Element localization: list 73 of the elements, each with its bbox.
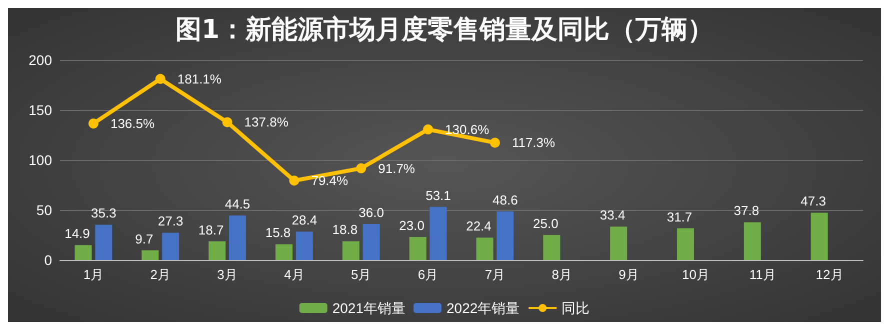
bar <box>744 222 761 260</box>
data-label: 136.5% <box>110 116 155 131</box>
point <box>356 163 366 174</box>
bar <box>409 237 426 260</box>
data-label: 117.3% <box>512 135 556 150</box>
x-tick-label: 1月 <box>83 267 104 282</box>
data-label: 181.1% <box>177 71 222 86</box>
point <box>88 118 98 128</box>
data-label: 27.3 <box>158 214 184 229</box>
data-label: 14.9 <box>64 226 90 242</box>
point <box>490 138 500 148</box>
data-label: 15.8 <box>265 225 291 240</box>
bar <box>162 232 180 260</box>
bar <box>74 245 92 260</box>
bar <box>142 250 159 260</box>
bar <box>810 212 828 260</box>
data-label: 35.3 <box>91 206 116 221</box>
data-label: 44.5 <box>224 196 250 212</box>
data-label: 9.7 <box>135 231 154 246</box>
x-tick-label: 3月 <box>217 267 238 282</box>
data-label: 25.0 <box>533 216 558 231</box>
x-tick-label: 7月 <box>484 267 506 282</box>
bar <box>296 232 313 260</box>
point <box>155 74 166 84</box>
data-label: 91.7% <box>378 160 416 176</box>
legend-label: 同比 <box>562 300 590 316</box>
bar <box>543 235 560 260</box>
data-label: 36.0 <box>358 205 384 220</box>
data-label: 79.4% <box>311 173 349 188</box>
data-label: 22.4 <box>466 218 492 234</box>
bar <box>430 206 447 260</box>
bar <box>208 241 226 260</box>
x-tick-label: 9月 <box>618 267 639 282</box>
y-tick-label: 0 <box>44 252 52 268</box>
data-label: 33.4 <box>600 208 626 223</box>
x-tick-label: 12月 <box>816 267 844 282</box>
y-tick-label: 150 <box>28 102 52 118</box>
x-tick-label: 11月 <box>749 267 776 282</box>
data-label: 18.8 <box>332 222 358 238</box>
bar <box>610 226 628 260</box>
x-tick-label: 4月 <box>284 267 304 282</box>
bar <box>362 224 380 260</box>
legend-label: 2021年销量 <box>332 300 406 316</box>
x-tick-label: 8月 <box>552 267 572 282</box>
data-label: 47.3 <box>800 194 826 209</box>
x-tick-label: 2月 <box>150 267 170 282</box>
data-label: 31.7 <box>666 209 692 224</box>
bar <box>677 228 694 260</box>
y-tick-label: 100 <box>28 152 52 168</box>
data-label: 53.1 <box>426 188 451 203</box>
x-tick-label: 10月 <box>682 267 710 282</box>
x-tick-label: 6月 <box>418 267 438 282</box>
data-label: 28.4 <box>292 212 318 228</box>
bar <box>496 211 514 260</box>
y-tick-label: 200 <box>28 52 52 68</box>
data-label: 37.8 <box>734 203 760 218</box>
point <box>289 176 300 186</box>
point <box>423 124 434 134</box>
bar <box>476 238 494 260</box>
chart-title: 图1：新能源市场月度零售销量及同比（万辆） <box>175 15 714 45</box>
data-label: 137.8% <box>244 114 289 130</box>
bar <box>342 241 360 260</box>
legend-label: 2022年销量 <box>446 300 520 316</box>
bar <box>95 224 112 260</box>
data-label: 18.7 <box>198 222 224 238</box>
point <box>222 117 232 128</box>
y-tick-label: 50 <box>36 202 52 218</box>
bar <box>276 244 293 260</box>
data-label: 130.6% <box>445 122 490 137</box>
data-label: 23.0 <box>399 218 424 233</box>
x-tick-label: 5月 <box>351 267 372 282</box>
data-label: 48.6 <box>492 192 518 208</box>
bar <box>228 216 246 260</box>
